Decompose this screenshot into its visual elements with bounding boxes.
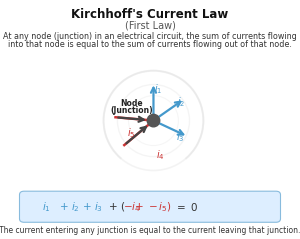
Text: $+\ -\mathit{i}_5)$: $+\ -\mathit{i}_5)$ [134, 200, 172, 213]
Text: $i_4$: $i_4$ [156, 148, 165, 162]
Text: $-\mathit{i}_4$: $-\mathit{i}_4$ [123, 200, 141, 214]
Text: $i_1$: $i_1$ [154, 82, 163, 96]
Text: $i_3$: $i_3$ [176, 130, 184, 144]
Circle shape [147, 114, 160, 127]
Text: $=\ 0$: $=\ 0$ [174, 201, 198, 213]
Text: The current entering any junction is equal to the current leaving that junction.: The current entering any junction is equ… [0, 226, 300, 235]
Text: Kirchhoff's Current Law: Kirchhoff's Current Law [71, 8, 229, 21]
Text: $i_2$: $i_2$ [177, 95, 185, 109]
Text: $+\ \mathit{i}_2$: $+\ \mathit{i}_2$ [58, 200, 80, 214]
Text: $+\ \mathit{i}_3$: $+\ \mathit{i}_3$ [82, 200, 103, 214]
Text: (First Law): (First Law) [124, 20, 176, 30]
Text: Node: Node [121, 99, 143, 108]
Text: $\mathit{i}_1$: $\mathit{i}_1$ [42, 200, 51, 214]
Text: $i_5$: $i_5$ [127, 126, 136, 140]
Text: (Junction): (Junction) [111, 106, 153, 115]
Text: $+\ ($: $+\ ($ [108, 200, 125, 213]
Text: into that node is equal to the sum of currents flowing out of that node.: into that node is equal to the sum of cu… [8, 40, 292, 49]
Text: At any node (junction) in an electrical circuit, the sum of currents flowing: At any node (junction) in an electrical … [3, 32, 297, 41]
